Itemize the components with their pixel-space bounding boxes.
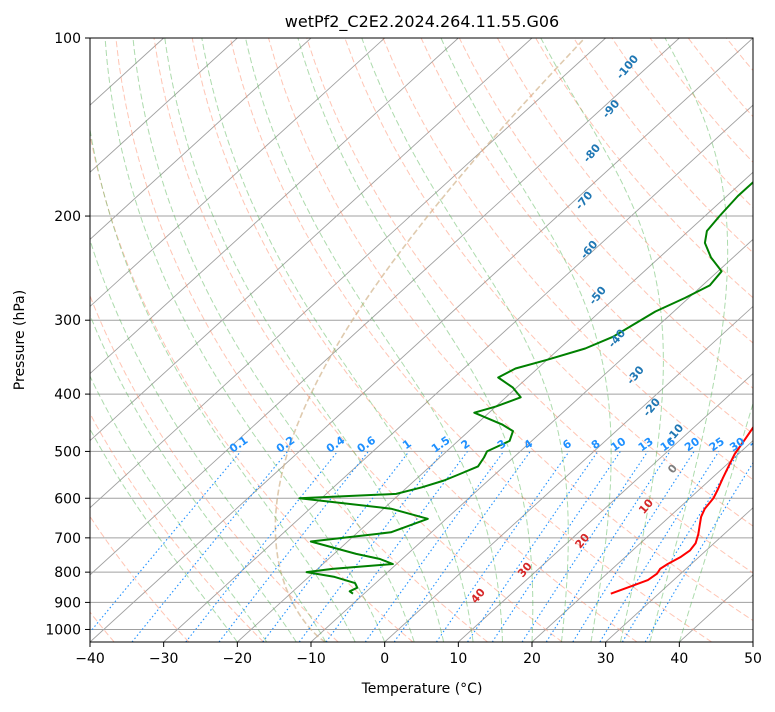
moist-adiabat [541,38,664,642]
x-tick-label: 0 [380,651,389,667]
x-tick-label: −40 [75,651,105,667]
x-tick-label: 30 [597,651,615,667]
dry-adiabat [192,38,637,642]
mixing-ratio-line [186,451,338,642]
mixing-ratio-label: 1 [400,437,414,452]
mixing-ratio-label: 0.6 [355,433,379,455]
y-axis-label: Pressure (hPa) [12,290,28,390]
moist-adiabat-label: 20 [573,531,593,551]
moist-adiabat-label: 10 [636,496,656,516]
dry-adiabat [650,38,775,642]
moist-adiabat [298,38,533,642]
reference-curve [275,38,585,642]
x-axis-ticks: −40 −30 −20 −10 0 10 20 30 40 50 [75,642,762,667]
mixing-ratio-line [219,451,368,642]
isotherm-line [753,38,775,642]
dry-adiabat [345,38,775,642]
mixing-ratio-line [365,451,503,642]
dry-adiabat-label: -30 [624,363,647,387]
isotherm-line [90,38,753,642]
x-tick-label: 50 [744,651,762,667]
mixing-ratio-line [436,451,569,642]
dry-adiabat-label: -90 [600,97,623,121]
isotherm-line [0,38,458,642]
y-tick-label: 200 [54,209,81,225]
isotherm-line [0,38,385,642]
mixing-ratio-line [573,451,694,642]
x-axis-label: Temperature (°C) [361,681,483,697]
isotherm-line [164,38,775,642]
moist-adiabat [165,38,444,642]
dry-adiabat-label: -80 [581,141,604,165]
dry-adiabat [78,38,413,642]
x-tick-label: −10 [296,651,326,667]
mixing-ratio-line [600,451,719,642]
mixing-ratio-line [492,451,620,642]
y-tick-label: 900 [54,595,81,611]
isotherm-line [0,38,606,642]
dry-adiabat [726,38,775,642]
dry-adiabat-label: -70 [573,189,596,213]
y-tick-label: 500 [54,444,81,460]
y-tick-label: 800 [54,565,81,581]
mixing-ratio-label: 2 [459,437,473,452]
mixing-ratio-line [132,451,288,642]
y-tick-label: 400 [54,387,81,403]
mixing-ratio-label: 8 [589,437,603,452]
moist-adiabat [105,38,385,642]
mixing-ratio-label: 1.5 [429,434,452,456]
y-tick-label: 300 [54,313,81,329]
y-tick-label: 700 [54,531,81,547]
y-tick-label: 600 [54,491,81,507]
dry-adiabat [688,38,775,642]
grid-layer [0,38,775,642]
mixing-ratio-line [82,451,241,642]
x-tick-label: −30 [149,651,179,667]
moist-adiabat [18,38,267,642]
dry-adiabat [497,38,775,642]
mixing-ratio-label: 0.4 [324,433,348,455]
moist-adiabat [80,38,355,642]
chart-title: wetPf2_C2E2.2024.264.11.55.G06 [285,12,559,32]
y-tick-label: 100 [54,31,81,47]
mixing-ratio-label: 6 [560,437,574,452]
x-tick-label: 20 [523,651,541,667]
isotherm-line [0,38,237,642]
dry-adiabat [536,38,775,642]
mixing-ratio-line [263,451,409,642]
moist-adiabat-label: 0 [665,462,680,476]
dry-adiabat [765,38,775,642]
dry-adiabat [116,38,488,642]
moist-adiabat [0,38,237,642]
dry-adiabat [0,38,189,642]
x-tick-label: 40 [670,651,688,667]
dry-adiabat [612,38,775,642]
mixing-ratio-line [645,451,760,642]
y-axis-ticks: 100 200 300 400 500 600 700 800 900 1000 [45,31,90,638]
dry-adiabat-label: -20 [640,395,663,419]
mixing-ratio-label: 0.1 [227,434,250,456]
mixing-ratio-lines [82,451,760,642]
y-tick-label: 1000 [45,622,81,638]
moist-adiabat [441,38,611,642]
x-tick-label: 10 [449,651,467,667]
dry-adiabat [1,38,263,642]
mixing-ratio-label: 3 [495,437,509,452]
dry-adiabat-label: -100 [614,52,642,82]
x-tick-label: −20 [223,651,253,667]
